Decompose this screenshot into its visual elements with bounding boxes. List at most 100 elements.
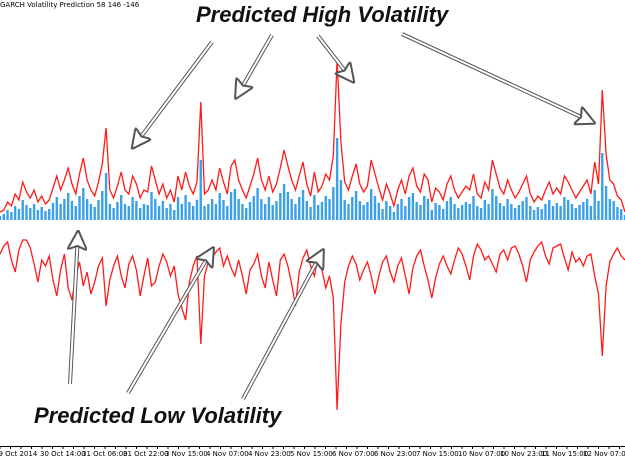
time-axis-label: 6 Nov 07:00 — [332, 450, 375, 458]
histogram-bar — [169, 204, 172, 220]
histogram-bar — [388, 206, 392, 220]
histogram-bar — [116, 202, 119, 220]
histogram-bar — [199, 160, 202, 220]
histogram-bar — [434, 203, 437, 220]
histogram-bar — [13, 206, 17, 220]
annotation-arrow — [242, 252, 322, 400]
histogram-bar — [468, 204, 471, 220]
histogram-bar — [203, 206, 206, 220]
histogram-bar — [63, 199, 66, 220]
histogram-bar — [286, 192, 290, 220]
histogram-bar — [44, 211, 47, 220]
histogram-bar — [104, 173, 108, 220]
histogram-bar — [385, 201, 388, 220]
histogram-bar — [324, 196, 327, 220]
histogram-bar — [298, 197, 301, 220]
histogram-bar — [525, 197, 528, 220]
histogram-bar — [40, 207, 43, 220]
upper-volatility-line — [0, 59, 625, 213]
time-axis-label: 6 Nov 23:00 — [374, 450, 417, 458]
histogram-bar — [173, 210, 176, 220]
time-axis-label: 4 Nov 23:00 — [248, 450, 291, 458]
histogram-bar — [82, 188, 85, 220]
histogram-bar — [479, 208, 483, 220]
histogram-bar — [10, 212, 13, 220]
histogram-bar — [532, 210, 536, 220]
histogram-bar — [237, 199, 240, 220]
histogram-bar — [59, 204, 62, 220]
histogram-bar — [585, 199, 589, 220]
time-axis-label: 5 Nov 15:00 — [290, 450, 333, 458]
histogram-bar — [112, 208, 115, 220]
histogram-bar — [373, 196, 377, 220]
annotation-arrow — [237, 34, 273, 96]
histogram-bar — [294, 204, 297, 220]
histogram-bar — [142, 204, 146, 220]
annotation-high-volatility: Predicted High Volatility — [196, 2, 449, 27]
annotation-low-volatility: Predicted Low Volatility — [34, 403, 282, 428]
histogram-bar — [506, 199, 509, 220]
histogram-bar — [165, 208, 168, 220]
histogram-bar — [464, 202, 468, 220]
histogram-bar — [131, 197, 134, 220]
histogram-bar — [483, 200, 487, 220]
time-axis-label: 4 Nov 07:00 — [206, 450, 249, 458]
time-axis-label: 3 Nov 15:00 — [165, 450, 208, 458]
histogram-bar — [97, 200, 100, 220]
histogram-bar — [400, 199, 403, 220]
annotation-arrow — [127, 250, 212, 394]
histogram-bar — [161, 201, 165, 220]
histogram-bar — [582, 202, 585, 220]
histogram-bar — [17, 209, 21, 220]
histogram-bar — [426, 199, 430, 220]
histogram-bar — [154, 199, 157, 220]
histogram-bar — [150, 192, 153, 220]
histogram-bar — [343, 200, 346, 220]
histogram-bar — [48, 209, 51, 220]
histogram-bar — [351, 197, 354, 220]
histogram-bar — [415, 202, 418, 220]
histogram-bar — [517, 205, 521, 220]
histogram-bar — [529, 206, 532, 220]
histogram-bar — [358, 201, 362, 220]
histogram-bar — [301, 190, 305, 220]
histogram-bar — [430, 210, 434, 220]
time-axis-label: 10 Nov 23:00 — [500, 450, 548, 458]
histogram-bar — [604, 186, 608, 220]
histogram-bar — [347, 204, 350, 220]
histogram-bar — [441, 209, 445, 220]
histogram-bar — [123, 204, 127, 220]
histogram-bar — [210, 199, 214, 220]
indicator-label: GARCH Volatility Prediction 58 146 -146 — [0, 1, 140, 9]
histogram-bar — [574, 208, 577, 220]
histogram-bar — [309, 207, 312, 220]
histogram-bar — [184, 195, 187, 220]
histogram-bar — [214, 204, 218, 220]
histogram-bar — [559, 206, 562, 220]
histogram-bar — [207, 204, 210, 220]
histogram-bar — [498, 203, 502, 220]
histogram-bar — [392, 212, 396, 220]
annotation-arrow — [134, 41, 213, 146]
histogram-bar — [339, 180, 343, 220]
histogram-bar — [256, 188, 259, 220]
histogram-bar — [229, 192, 233, 220]
histogram-bar — [521, 201, 524, 220]
time-axis-label: 31 Oct 06:00 — [82, 450, 128, 458]
histogram-bar — [453, 204, 456, 220]
histogram-bar — [332, 187, 335, 220]
zero-band — [0, 220, 625, 228]
time-axis-label: 11 Nov 15:00 — [541, 450, 589, 458]
histogram-bar — [513, 208, 517, 220]
histogram-bar — [313, 195, 316, 220]
time-axis-label: 31 Oct 22:00 — [123, 450, 169, 458]
histogram-bar — [589, 206, 593, 220]
volatility-chart — [0, 32, 625, 411]
histogram-bar — [138, 208, 142, 220]
annotation-arrow — [401, 33, 592, 122]
histogram-bar — [335, 138, 339, 220]
histogram-bar — [612, 201, 615, 220]
histogram-bar — [66, 193, 70, 220]
histogram-bar — [362, 205, 365, 220]
